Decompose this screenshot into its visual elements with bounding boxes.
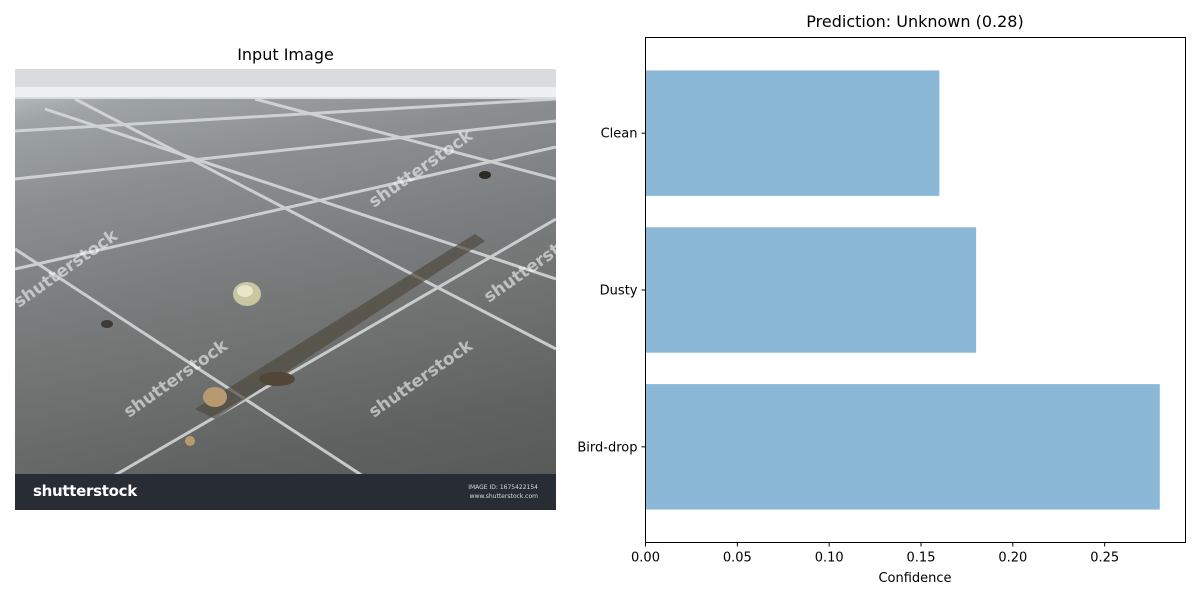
photo-footer-bar: shutterstock IMAGE ID: 1675422154 www.sh… xyxy=(15,474,556,510)
shutterstock-logo: shutterstock xyxy=(33,482,137,500)
photo-site: www.shutterstock.com xyxy=(469,493,538,500)
x-tick-label: 0.10 xyxy=(815,551,844,566)
x-axis-label: Confidence xyxy=(878,571,951,586)
x-tick-label: 0.00 xyxy=(631,551,660,566)
bar-bird-drop xyxy=(645,384,1160,510)
solar-panel-grid xyxy=(15,69,556,510)
x-tick-label: 0.15 xyxy=(907,551,936,566)
x-tick-label: 0.25 xyxy=(1090,551,1119,566)
image-panel-title: Input Image xyxy=(237,45,334,64)
chart-title: Prediction: Unknown (0.28) xyxy=(806,12,1024,31)
y-tick-label: Bird-drop xyxy=(577,440,637,455)
x-tick-label: 0.05 xyxy=(723,551,752,566)
x-tick-label: 0.20 xyxy=(998,551,1027,566)
bar-dusty xyxy=(645,227,977,353)
input-photo: shutterstock shutterstock shutterstock s… xyxy=(15,69,556,510)
photo-image-id: IMAGE ID: 1675422154 xyxy=(468,484,538,491)
y-tick-label: Clean xyxy=(601,127,638,142)
bar-clean xyxy=(645,70,940,196)
y-tick-label: Dusty xyxy=(600,284,638,299)
photo-id-text: IMAGE ID: 1675422154 www.shutterstock.co… xyxy=(468,483,538,501)
